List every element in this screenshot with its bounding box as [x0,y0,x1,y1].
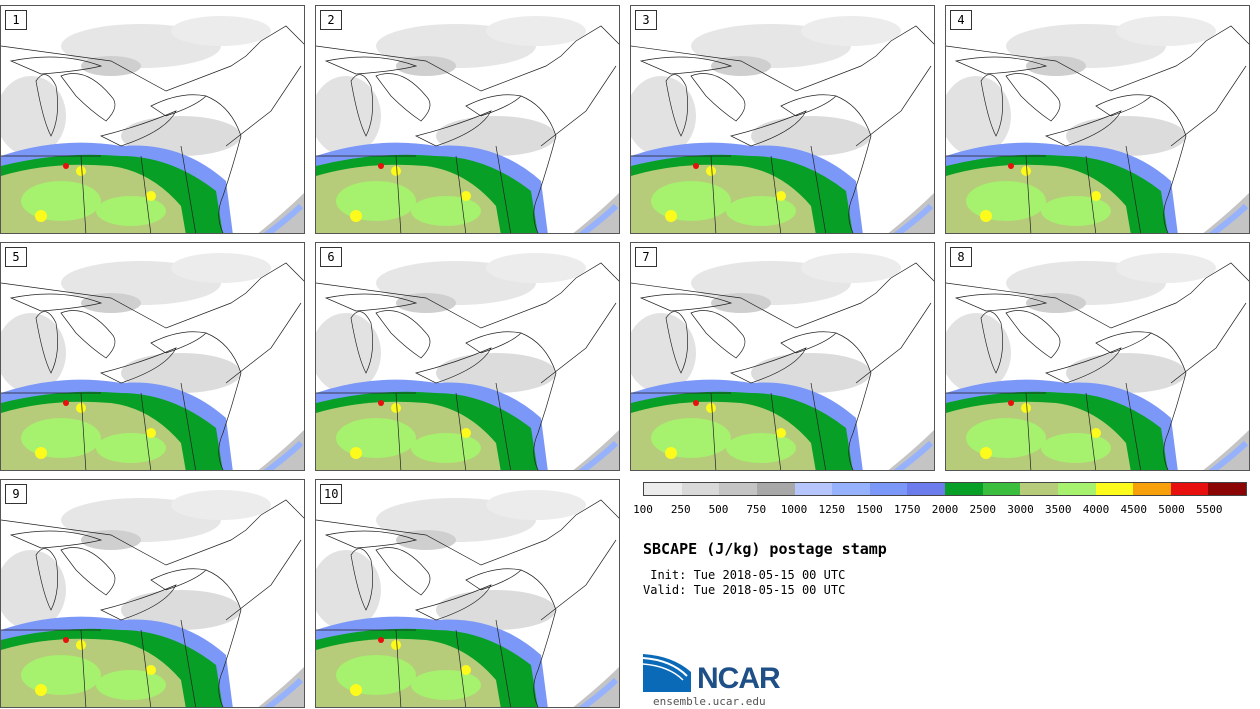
colorbar-label: 750 [746,503,767,516]
colorbar-label: 4500 [1120,503,1148,516]
colorbar-label: 4000 [1082,503,1110,516]
map-icon [631,243,934,470]
colorbar-swatch [1170,483,1209,495]
member-panel: 1 [0,5,305,234]
map-icon [1,480,304,707]
colorbar-swatch [1208,483,1246,495]
colorbar-swatch [681,483,720,495]
map-icon [631,6,934,233]
colorbar-swatch [869,483,908,495]
member-number: 6 [320,247,342,267]
member-panel: 9 [0,479,305,708]
colorbar-swatch [982,483,1021,495]
member-number: 9 [5,484,27,504]
colorbar-label: 5500 [1196,503,1223,516]
colorbar-swatch [907,483,945,495]
colorbar [643,482,1247,496]
colorbar-swatch [756,483,795,495]
map-icon [946,243,1249,470]
ncar-logo-icon [643,654,691,692]
colorbar-label: 250 [670,503,691,516]
valid-time: Valid: Tue 2018-05-15 00 UTC [643,583,846,597]
colorbar-label: 2500 [969,503,997,516]
colorbar-label: 3500 [1045,503,1072,516]
logo-name: NCAR [697,662,781,695]
colorbar-label: 2000 [931,503,959,516]
member-panel: 6 [315,242,620,471]
colorbar-label: 1250 [818,503,846,516]
colorbar-labels: 100 250 500 750 1000 1250 1500 1750 2000 2500 3000… [633,503,1260,517]
member-panel: 4 [945,5,1250,234]
colorbar-swatch [832,483,870,495]
colorbar-label: 5000 [1158,503,1185,516]
member-number: 8 [950,247,972,267]
map-icon [1,6,304,233]
colorbar-swatch [945,483,983,495]
member-number: 3 [635,10,657,30]
colorbar-swatch [644,483,682,495]
colorbar-swatch [719,483,757,495]
map-icon [316,480,619,707]
member-panel: 10 [315,479,620,708]
member-number: 1 [5,10,27,30]
member-panel: 7 [630,242,935,471]
plot-title: SBCAPE (J/kg) postage stamp [643,540,887,558]
colorbar-swatch [1133,483,1171,495]
member-number: 4 [950,10,972,30]
colorbar-swatch [1057,483,1096,495]
init-time: Init: Tue 2018-05-15 00 UTC [643,568,846,582]
map-icon [316,243,619,470]
colorbar-label: 1500 [856,503,883,516]
colorbar-label: 1750 [894,503,921,516]
member-number: 5 [5,247,27,267]
logo-url: ensemble.ucar.edu [653,695,766,708]
member-number: 2 [320,10,342,30]
member-number: 10 [320,484,343,504]
member-panel: 2 [315,5,620,234]
colorbar-label: 100 [633,503,653,516]
colorbar-label: 500 [708,503,729,516]
member-panel: 5 [0,242,305,471]
map-icon [316,6,619,233]
colorbar-label: 3000 [1007,503,1034,516]
colorbar-label: 1000 [780,503,808,516]
member-panel: 8 [945,242,1250,471]
map-icon [946,6,1249,233]
member-panel: 3 [630,5,935,234]
colorbar-swatch [1020,483,1058,495]
member-number: 7 [635,247,657,267]
colorbar-swatch [1095,483,1134,495]
colorbar-swatch [794,483,833,495]
map-icon [1,243,304,470]
